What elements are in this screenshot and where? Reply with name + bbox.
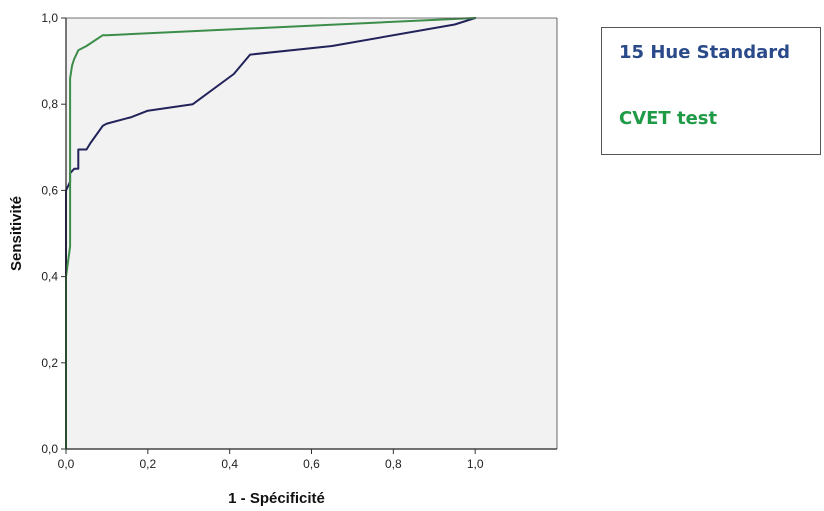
y-tick-label: 0,2 (41, 356, 58, 370)
y-tick-label: 1,0 (41, 11, 58, 25)
y-tick-label: 0,8 (41, 97, 58, 111)
legend-item-15-hue-standard: 15 Hue Standard (619, 42, 790, 63)
x-tick-label: 0,8 (385, 457, 402, 471)
legend: 15 Hue Standard CVET test (601, 27, 821, 155)
series-line-15-hue-standard (65, 17, 477, 450)
y-tick-label: 0,0 (41, 442, 58, 456)
series-line-cvet-test (65, 17, 477, 450)
x-tick-label: 0,0 (58, 457, 75, 471)
x-axis-title: 1 - Spécificité (228, 490, 325, 507)
x-tick-label: 0,2 (139, 457, 156, 471)
x-tick-label: 0,4 (221, 457, 238, 471)
x-tick-label: 1,0 (467, 457, 484, 471)
y-axis-title: Sensitivité (8, 196, 25, 271)
x-tick-label: 0,6 (303, 457, 320, 471)
y-tick-label: 0,4 (41, 270, 58, 284)
legend-item-cvet-test: CVET test (619, 108, 718, 129)
plot-area (66, 18, 557, 449)
y-tick-label: 0,6 (41, 183, 58, 197)
